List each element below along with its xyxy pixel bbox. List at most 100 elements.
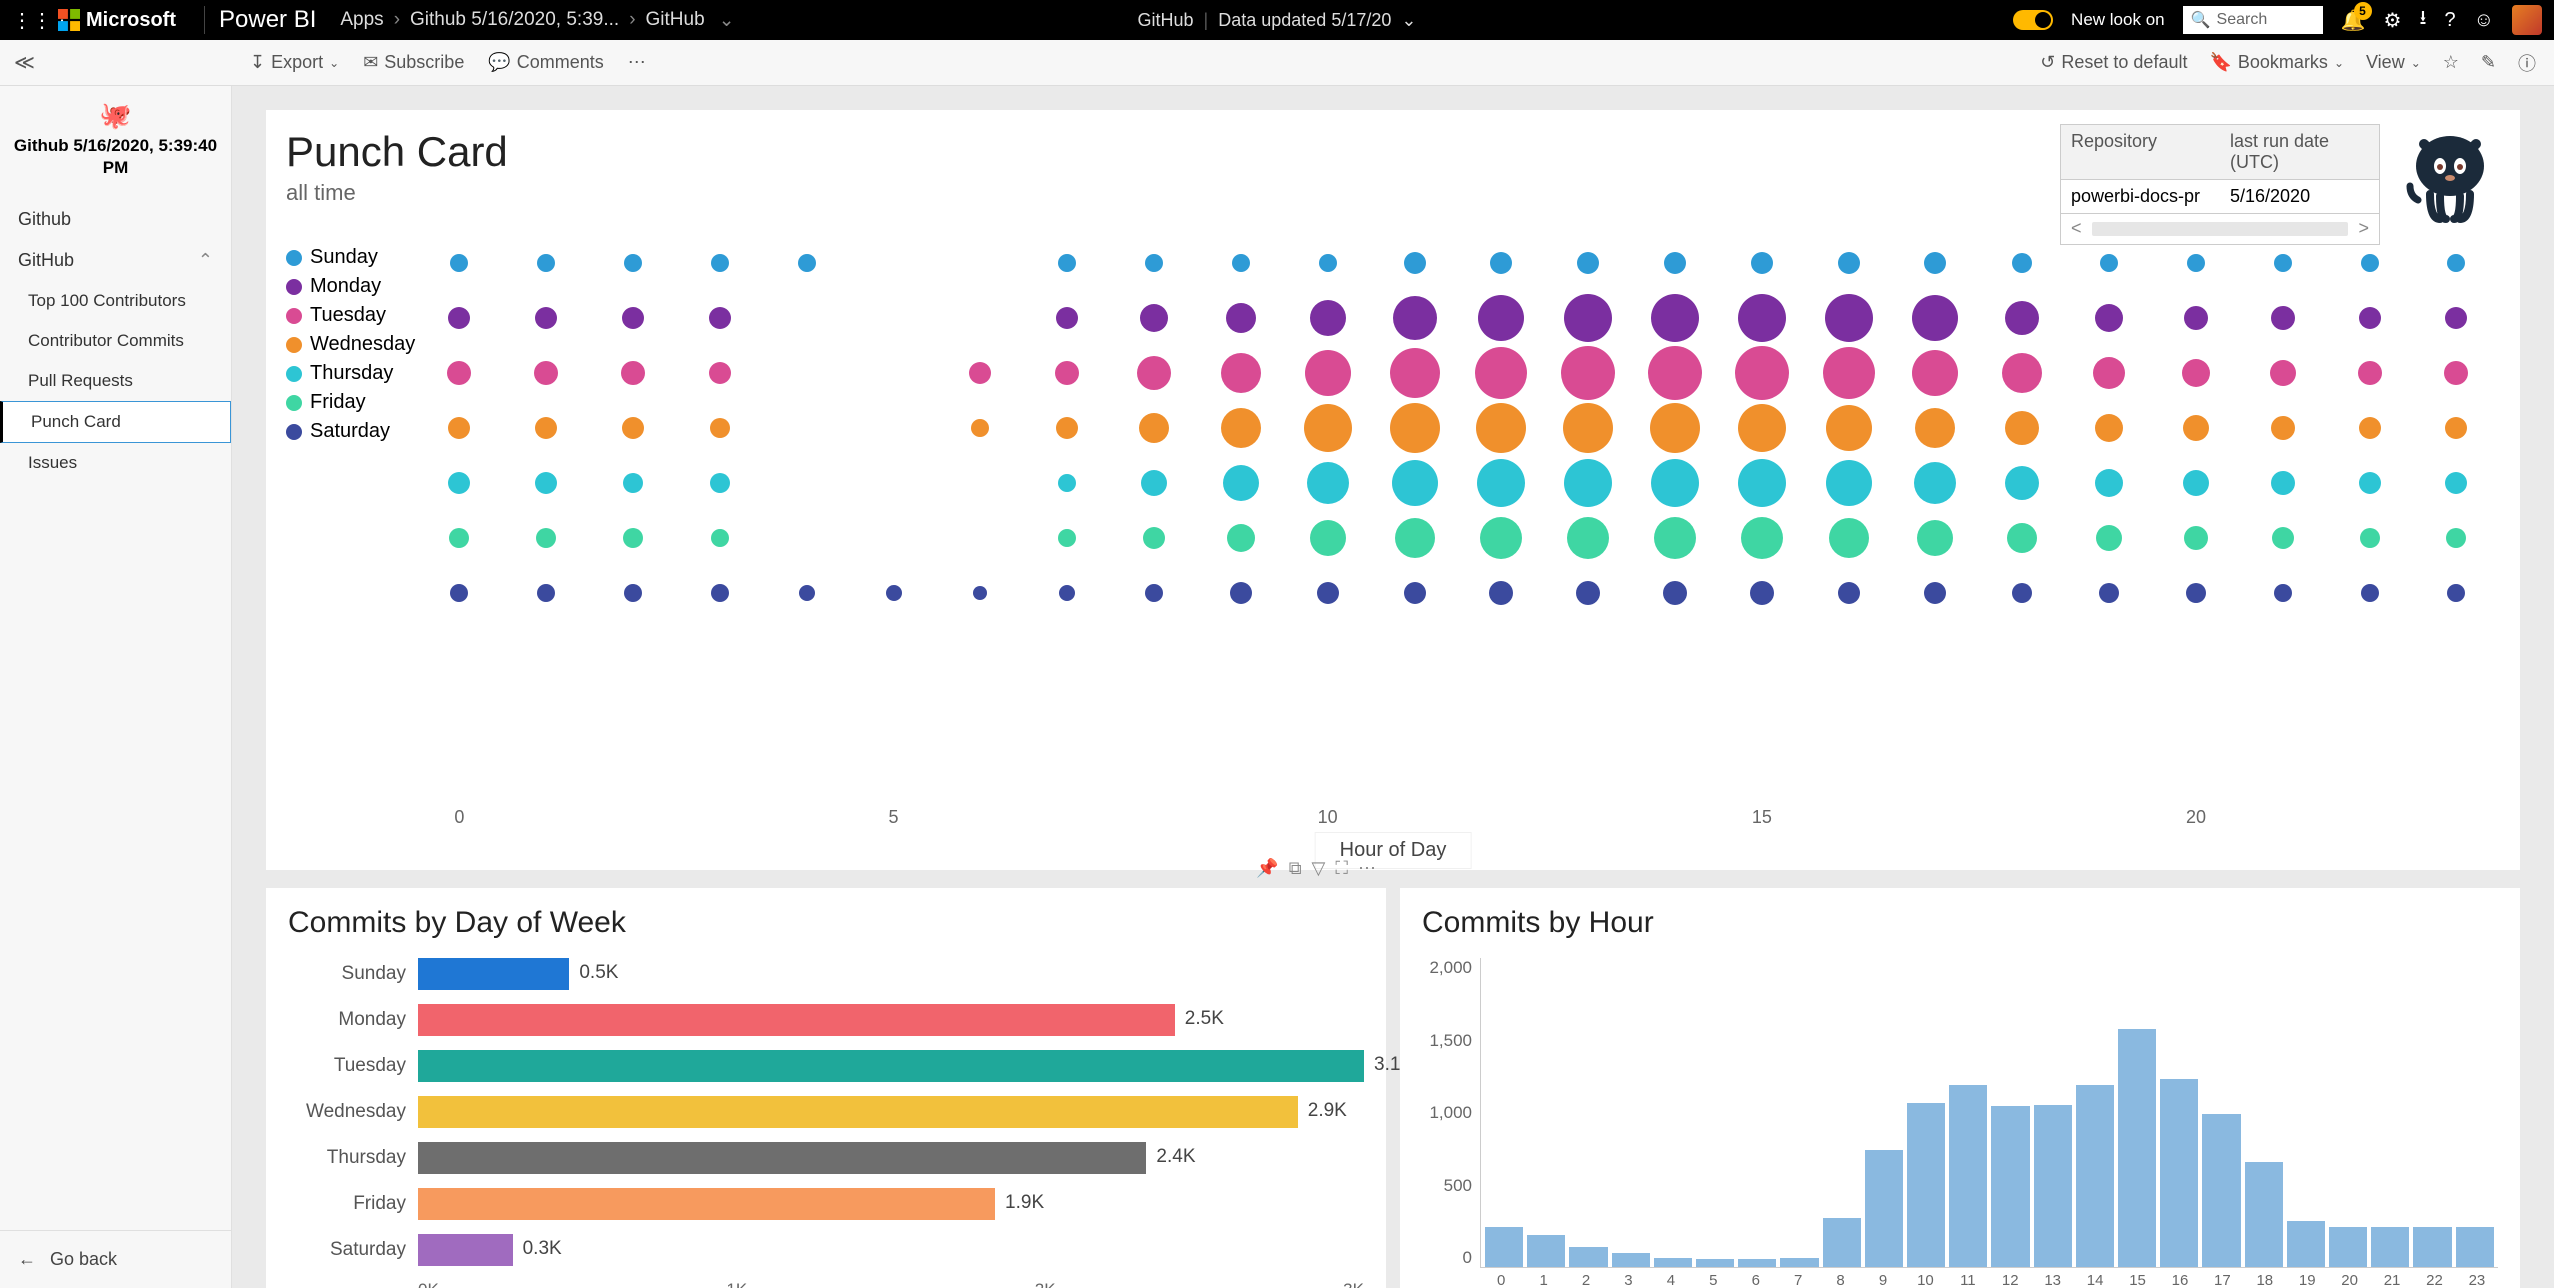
column-bar[interactable] <box>1612 1253 1650 1267</box>
column-bar[interactable] <box>2329 1227 2367 1267</box>
punch-cell[interactable] <box>2413 254 2500 272</box>
punch-cell[interactable] <box>1718 294 1805 342</box>
punch-cell[interactable] <box>1371 403 1458 453</box>
punch-cell[interactable] <box>937 362 1024 384</box>
punch-cell[interactable] <box>2326 361 2413 385</box>
breadcrumb-report[interactable]: GitHub <box>646 9 705 31</box>
product-name[interactable]: Power BI <box>219 6 316 34</box>
punch-cell[interactable] <box>1458 403 1545 453</box>
punch-cell[interactable] <box>1979 583 2066 603</box>
punch-cell[interactable] <box>590 528 677 548</box>
legend-item[interactable]: Friday <box>286 391 415 414</box>
punch-cell[interactable] <box>503 307 590 329</box>
punch-cell[interactable] <box>1284 520 1371 556</box>
punch-cell[interactable] <box>1718 459 1805 507</box>
column-bar[interactable] <box>2034 1105 2072 1267</box>
breadcrumb-workspace[interactable]: Github 5/16/2020, 5:39... <box>410 9 619 31</box>
punch-cell[interactable] <box>2239 254 2326 272</box>
punch-cell[interactable] <box>1197 582 1284 604</box>
punch-cell[interactable] <box>1197 303 1284 333</box>
search-input[interactable]: 🔍 Search <box>2183 6 2323 34</box>
punch-cell[interactable] <box>416 584 503 602</box>
comments-button[interactable]: 💬Comments <box>488 52 603 73</box>
punch-chart[interactable] <box>416 235 2500 795</box>
punch-cell[interactable] <box>2239 584 2326 602</box>
punch-cell[interactable] <box>1892 462 1979 504</box>
punch-cell[interactable] <box>1371 460 1458 506</box>
column-bar[interactable] <box>1696 1259 1734 1267</box>
punch-cell[interactable] <box>1632 459 1719 507</box>
punch-cell[interactable] <box>2239 306 2326 330</box>
punch-cell[interactable] <box>1024 254 1111 272</box>
more-icon[interactable]: ⋯ <box>1358 858 1376 879</box>
column-bar[interactable] <box>2202 1114 2240 1267</box>
punch-cell[interactable] <box>1979 466 2066 500</box>
punch-cell[interactable] <box>2066 304 2153 332</box>
punch-cell[interactable] <box>676 362 763 384</box>
column-bar[interactable] <box>2076 1085 2114 1267</box>
sidebar-item[interactable]: Contributor Commits <box>0 321 231 361</box>
feedback-icon[interactable]: ☺ <box>2474 9 2494 32</box>
punch-cell[interactable] <box>1024 361 1111 385</box>
punch-cell[interactable] <box>1632 252 1719 274</box>
punch-cell[interactable] <box>1632 346 1719 400</box>
punch-cell[interactable] <box>2066 414 2153 442</box>
punch-cell[interactable] <box>1805 460 1892 506</box>
punch-cell[interactable] <box>2239 527 2326 549</box>
punch-cell[interactable] <box>1892 408 1979 448</box>
punch-cell[interactable] <box>1892 252 1979 274</box>
punch-cell[interactable] <box>2326 584 2413 602</box>
legend-item[interactable]: Saturday <box>286 420 415 443</box>
column-bar[interactable] <box>2371 1227 2409 1267</box>
punch-cell[interactable] <box>2066 254 2153 272</box>
hbar-row[interactable]: Saturday0.3K <box>288 1228 1364 1272</box>
sidebar-item[interactable]: Issues <box>0 443 231 483</box>
column-bar[interactable] <box>2160 1079 2198 1267</box>
punch-cell[interactable] <box>1892 582 1979 604</box>
punch-cell[interactable] <box>416 254 503 272</box>
help-icon[interactable]: ? <box>2444 9 2455 32</box>
punch-cell[interactable] <box>2326 254 2413 272</box>
punch-cell[interactable] <box>1197 408 1284 448</box>
export-button[interactable]: ↧Export⌄ <box>250 52 339 73</box>
punch-cell[interactable] <box>1111 304 1198 332</box>
punch-cell[interactable] <box>1284 404 1371 452</box>
punch-cell[interactable] <box>1892 520 1979 556</box>
notifications-icon[interactable]: 🔔5 <box>2341 8 2366 33</box>
punch-cell[interactable] <box>1632 581 1719 605</box>
punch-cell[interactable] <box>1111 527 1198 549</box>
punch-cell[interactable] <box>1805 582 1892 604</box>
punch-cell[interactable] <box>1632 517 1719 559</box>
hbar-row[interactable]: Friday1.9K <box>288 1182 1364 1226</box>
punch-cell[interactable] <box>1284 350 1371 396</box>
punch-cell[interactable] <box>1024 585 1111 601</box>
punch-cell[interactable] <box>676 473 763 493</box>
view-button[interactable]: View⌄ <box>2366 52 2421 73</box>
punch-cell[interactable] <box>416 472 503 494</box>
punch-cell[interactable] <box>1024 307 1111 329</box>
punch-cell[interactable] <box>2326 307 2413 329</box>
punch-cell[interactable] <box>1805 518 1892 558</box>
punch-cell[interactable] <box>2066 357 2153 389</box>
punch-cell[interactable] <box>1718 252 1805 274</box>
punch-cell[interactable] <box>676 307 763 329</box>
punch-cell[interactable] <box>1979 411 2066 445</box>
punch-cell[interactable] <box>2413 528 2500 548</box>
info-icon[interactable]: ⓘ <box>2518 50 2536 76</box>
punch-cell[interactable] <box>1718 517 1805 559</box>
filter-icon[interactable]: ▽ <box>1312 858 1326 879</box>
column-bar[interactable] <box>1865 1150 1903 1267</box>
legend-item[interactable]: Sunday <box>286 246 415 269</box>
punch-cell[interactable] <box>937 419 1024 437</box>
subscribe-button[interactable]: ✉Subscribe <box>363 52 464 73</box>
punch-cell[interactable] <box>2153 254 2240 272</box>
punch-cell[interactable] <box>1805 347 1892 399</box>
punch-cell[interactable] <box>2153 359 2240 387</box>
punch-cell[interactable] <box>590 361 677 385</box>
column-bar[interactable] <box>1485 1227 1523 1267</box>
punch-cell[interactable] <box>503 417 590 439</box>
sidebar-item[interactable]: Github <box>0 199 231 240</box>
pin-icon[interactable]: 📌 <box>1256 858 1278 879</box>
punch-cell[interactable] <box>1458 295 1545 341</box>
breadcrumb-apps[interactable]: Apps <box>340 9 383 31</box>
